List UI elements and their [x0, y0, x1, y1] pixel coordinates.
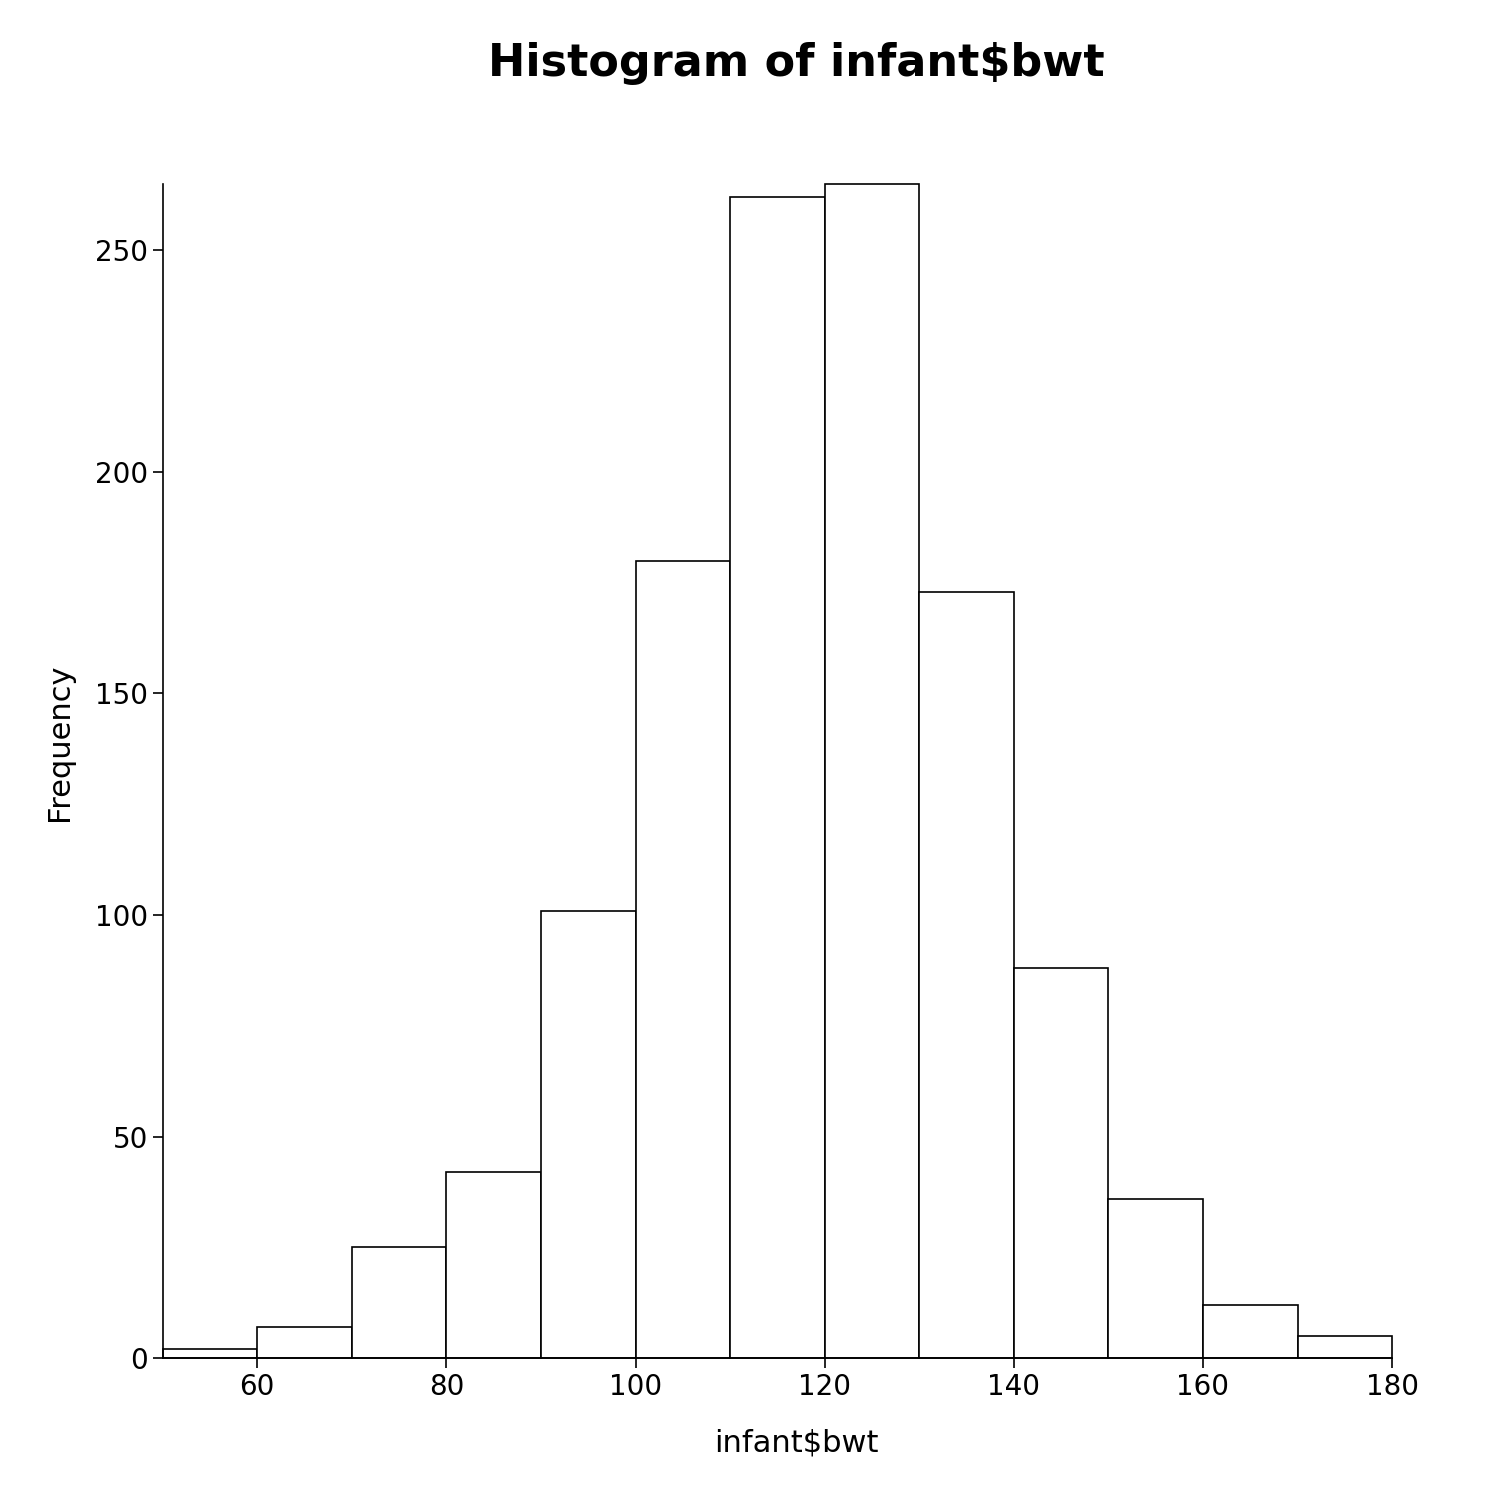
Bar: [1108, 1198, 1203, 1359]
Bar: [162, 1350, 256, 1359]
Bar: [730, 196, 825, 1359]
Bar: [636, 561, 730, 1359]
Bar: [542, 910, 636, 1359]
Bar: [825, 184, 920, 1359]
Title: Histogram of infant$bwt: Histogram of infant$bwt: [488, 42, 1104, 84]
Bar: [352, 1248, 447, 1359]
Bar: [1298, 1336, 1392, 1359]
Y-axis label: Frequency: Frequency: [45, 663, 74, 820]
Bar: [256, 1328, 352, 1359]
Bar: [1014, 969, 1108, 1359]
Bar: [447, 1172, 542, 1359]
Bar: [920, 591, 1014, 1359]
Bar: [1203, 1305, 1298, 1359]
X-axis label: infant$bwt: infant$bwt: [714, 1428, 879, 1458]
